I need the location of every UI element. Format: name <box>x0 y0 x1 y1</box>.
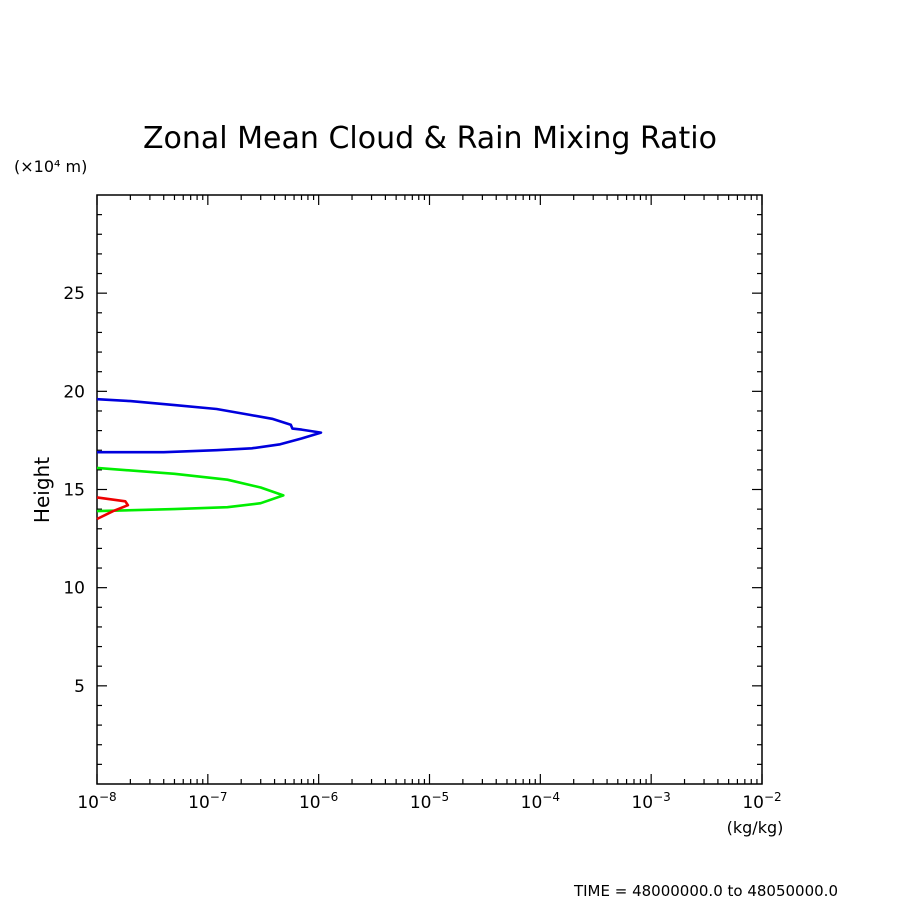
series-line-1 <box>96 397 323 454</box>
x-tick-label: 10−6 <box>299 790 338 813</box>
y-tick-label: 5 <box>74 677 85 697</box>
series-line-3 <box>96 496 130 521</box>
x-tick-label: 10−7 <box>188 790 227 813</box>
series-line-2 <box>96 466 285 513</box>
x-tick-label: 10−8 <box>77 790 116 813</box>
x-tick-label: 10−5 <box>410 790 449 813</box>
chart-title: Zonal Mean Cloud & Rain Mixing Ratio <box>143 121 717 156</box>
x-tick-label: 10−2 <box>742 790 781 813</box>
x-tick-labels: 10−8 10−7 10−6 10−5 10−4 10−3 10−2 <box>77 790 781 813</box>
time-range-footer: TIME = 48000000.0 to 48050000.0 <box>573 882 838 900</box>
y-tick-label: 15 <box>63 481 85 501</box>
y-tick-label: 20 <box>63 382 85 402</box>
x-tick-label: 10−3 <box>631 790 670 813</box>
x-axis-unit: (kg/kg) <box>727 818 784 837</box>
y-tick-label: 25 <box>63 284 85 304</box>
y-axis-unit: (×10⁴ m) <box>14 157 87 176</box>
axis-ticks <box>96 195 763 784</box>
y-tick-labels: 5 10 15 20 25 <box>63 284 85 697</box>
y-axis-label: Height <box>30 457 54 523</box>
x-tick-label: 10−4 <box>521 790 560 813</box>
y-tick-label: 10 <box>63 579 85 599</box>
plot-frame <box>96 194 763 785</box>
data-series <box>96 397 323 521</box>
